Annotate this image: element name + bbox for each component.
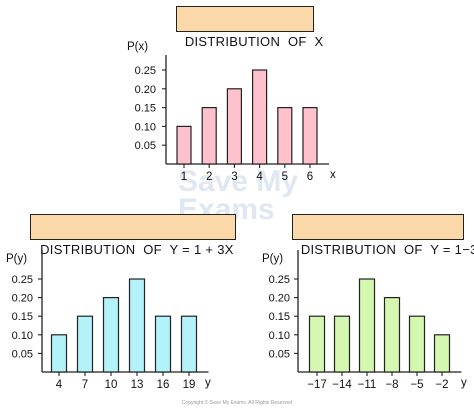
y-tick-label: 0.15: [135, 103, 156, 115]
bar: [433, 334, 451, 373]
bar: [102, 297, 120, 373]
x-tick-label: 19: [183, 379, 196, 391]
y-axis-label: P(y): [6, 253, 27, 265]
chart-title-x-text: DISTRIBUTION OF X: [184, 34, 324, 49]
chart-title-y-plus: DISTRIBUTION OF Y = 1 + 3X: [30, 214, 236, 257]
bar: [154, 315, 172, 373]
x-tick-label: 3: [231, 171, 237, 183]
bar: [302, 106, 318, 165]
bar: [333, 315, 351, 373]
x-tick-label: 13: [131, 379, 144, 391]
y-tick-label: 0.05: [12, 348, 33, 360]
y-tick-label: 0.25: [135, 65, 156, 77]
x-axis-label: y: [461, 377, 467, 389]
bar: [358, 278, 376, 373]
x-tick-label: 1: [181, 171, 187, 183]
x-axis-label: y: [205, 377, 211, 389]
x-tick-label: −11: [358, 379, 377, 391]
x-tick-label: 4: [56, 379, 63, 391]
x-tick-label: 6: [307, 171, 313, 183]
y-tick-label: 0.20: [135, 84, 156, 96]
bar: [76, 315, 94, 373]
y-tick-label: 0.10: [135, 121, 156, 133]
bar: [176, 125, 192, 165]
bar: [201, 106, 217, 165]
watermark-logo: Save My Exams: [178, 165, 318, 226]
chart-title-y-minus-text: DISTRIBUTION OF Y = 1−3X: [300, 242, 474, 257]
bar: [180, 315, 198, 373]
bar: [50, 334, 68, 373]
bar: [408, 315, 426, 373]
bar: [128, 278, 146, 373]
x-tick-label: −5: [410, 379, 423, 391]
y-tick-label: 0.15: [269, 311, 290, 323]
bar: [226, 88, 242, 165]
y-axis-label: P(x): [127, 41, 148, 53]
copyright-footer: Copyright © Save My Exams. All Rights Re…: [181, 400, 293, 406]
y-tick-label: 0.10: [12, 330, 33, 342]
bar: [383, 297, 401, 373]
y-tick-label: 0.15: [12, 311, 33, 323]
bar: [277, 106, 293, 165]
x-axis-label: x: [330, 169, 336, 181]
y-tick-label: 0.20: [269, 293, 290, 305]
y-tick-label: 0.05: [135, 140, 156, 152]
bar: [252, 69, 268, 165]
x-tick-label: −2: [435, 379, 448, 391]
y-tick-label: 0.20: [12, 293, 33, 305]
x-tick-label: 2: [206, 171, 212, 183]
chart-title-y-plus-text: DISTRIBUTION OF Y = 1 + 3X: [40, 242, 234, 257]
x-tick-label: −8: [385, 379, 398, 391]
chart-title-y-minus: DISTRIBUTION OF Y = 1−3X: [292, 214, 474, 257]
y-tick-label: 0.25: [12, 274, 33, 286]
watermark-text: Save My Exams: [178, 165, 299, 226]
x-tick-label: 10: [105, 379, 118, 391]
x-tick-label: 7: [82, 379, 88, 391]
x-tick-label: −17: [307, 379, 327, 391]
chart-title-x: DISTRIBUTION OF X: [176, 6, 323, 49]
y-tick-label: 0.05: [269, 348, 290, 360]
y-tick-label: 0.10: [269, 330, 290, 342]
x-tick-label: 16: [157, 379, 170, 391]
y-tick-label: 0.25: [269, 274, 290, 286]
bar: [308, 315, 326, 373]
x-tick-label: 4: [256, 171, 263, 183]
x-tick-label: 5: [282, 171, 288, 183]
y-axis-label: P(y): [262, 253, 283, 265]
x-tick-label: −14: [332, 379, 352, 391]
